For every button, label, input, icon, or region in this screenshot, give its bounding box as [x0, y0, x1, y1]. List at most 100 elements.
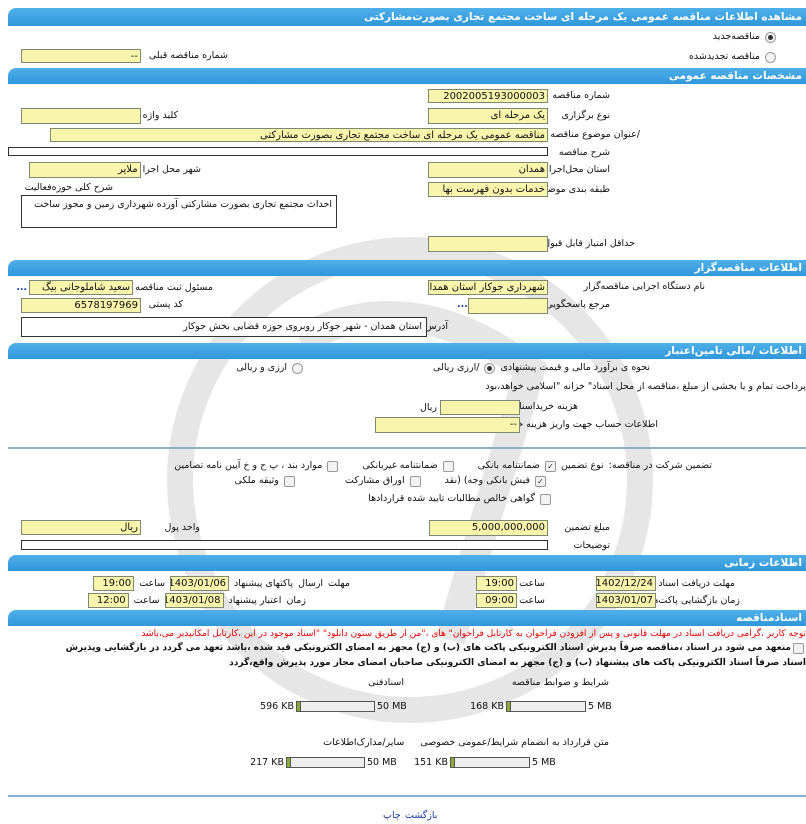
title-field[interactable]: مناقصه عمومی یک مرحله ای ساخت مجتمع تجار… — [50, 128, 548, 142]
doc-fee-label: هزینه خریداسناد — [514, 401, 578, 412]
file-max-size: 50 MB — [377, 701, 407, 712]
file-size-fill — [287, 758, 291, 767]
section-organizer: اطلاعات مناقصه‌گزار — [8, 260, 806, 276]
validity-time[interactable]: 12:00 — [87, 593, 129, 608]
section-finance: اطلاعات /مالی تامین‌اعتبار — [8, 343, 806, 359]
guarantee-label: تضمین شرکت در مناقصه: — [608, 460, 712, 471]
file-size-fill — [451, 758, 455, 767]
city-field[interactable]: ملایر — [28, 162, 141, 178]
org-field[interactable]: شهرداری جوکار استان همدان — [428, 280, 548, 295]
opening-date[interactable]: 1403/01/07 — [596, 593, 656, 608]
opening-label: زمان بازگشایی پاکت‌ها — [650, 595, 740, 606]
checkbox-bank-receipt[interactable]: ✓ — [535, 475, 546, 487]
time-label: ساعت — [519, 595, 545, 606]
file-size-fill — [507, 702, 511, 711]
doc-fee-field[interactable] — [440, 400, 520, 415]
validity-row: زمان اعتبار پیشنهاد 1403/01/08 ساعت 12:0… — [87, 593, 306, 608]
file-size: 217 KB — [250, 757, 284, 768]
activity-field[interactable]: احداث مجتمع تجاری بصورت مشارکتی آورده شه… — [21, 195, 337, 228]
file-max-size: 5 MB — [588, 701, 612, 712]
submit-date[interactable]: 1403/01/06 — [170, 576, 230, 591]
validity-date[interactable]: 1403/01/08 — [164, 593, 224, 608]
file-size: 151 KB — [414, 757, 448, 768]
checkbox-bank-guarantee[interactable]: ✓ — [544, 460, 556, 472]
description-field[interactable] — [8, 147, 548, 156]
currency-label: واحد پول — [164, 522, 200, 533]
opening-time[interactable]: 09:00 — [476, 593, 517, 608]
divider — [8, 447, 806, 449]
file-size-bar — [506, 701, 586, 712]
radio-new-tender[interactable] — [765, 32, 776, 43]
bank-receipt-label: فیش بانکی وجه) (نقد — [444, 475, 530, 486]
guarantee-row-3: گواهی خالص مطالبات تایید شده قراردادها — [368, 492, 551, 506]
radio-rial[interactable] — [484, 362, 496, 374]
file-size-fill — [297, 702, 301, 711]
keyword-field[interactable] — [21, 108, 141, 124]
estimate-row: نحوه ی برآورد مالی و قیمت پیشنهادی /ارزی… — [236, 361, 650, 375]
property-deed-label: وثیقه ملکی — [234, 475, 279, 486]
registrar-row: مسئول ثبت مناقصه سعید شاملوجانی بیگ ... — [16, 280, 213, 295]
ref-more-button[interactable]: ... — [457, 299, 468, 310]
doc-deadline-time[interactable]: 19:00 — [476, 576, 517, 591]
checkbox-property-deed[interactable] — [283, 475, 295, 487]
file-size-bar — [296, 701, 375, 712]
keyword-label: کلید واژه — [142, 110, 178, 121]
nonbank-guarantee-label: ضمانتنامه غیربانکی — [362, 460, 438, 471]
currency-field[interactable]: ریال — [21, 520, 141, 535]
postal-field[interactable]: 6578197969 — [21, 298, 141, 313]
submit-label-deadline: مهلت — [328, 577, 350, 589]
amount-field[interactable]: 5,000,000,000 — [429, 520, 548, 536]
activity-label: شرح کلی حوزه‌فعالیت — [24, 182, 113, 193]
file-size-bar — [286, 757, 365, 768]
checkbox-bonds[interactable] — [409, 475, 421, 487]
checkbox-claims-certificate[interactable] — [540, 493, 551, 505]
file-technical-label: اسنادفنی — [368, 677, 404, 688]
validity-label: اعتبار پیشنهاد — [228, 594, 282, 606]
prev-number-field[interactable]: -- — [21, 49, 141, 63]
file-terms-label: شرایط و ضوابط مناقصه — [511, 677, 609, 688]
province-label: استان محل‌اجرا — [548, 164, 610, 175]
account-field[interactable]: -- — [375, 417, 520, 433]
print-link[interactable]: چاپ — [383, 810, 401, 821]
payment-note: پرداخت تمام و یا بخشی از مبلغ ،مناقصه از… — [485, 381, 806, 392]
documents-warning: توجه کاربر ،گرامی دریافت اسناد در مهلت ق… — [141, 629, 806, 639]
province-field[interactable]: همدان — [428, 162, 548, 178]
bank-guarantee-label: ضمانتنامه بانکی — [477, 460, 540, 471]
description-label: شرح مناقصه — [558, 147, 610, 158]
address-field[interactable]: استان همدان - شهر جوکار روبروی حوزه قضای… — [21, 317, 427, 337]
registrar-more-button[interactable]: ... — [16, 281, 28, 293]
tender-number-field[interactable]: 2002005193000003 — [428, 89, 548, 103]
file-max-size: 5 MB — [532, 757, 556, 768]
notes-field[interactable] — [21, 540, 548, 550]
radio-renewed-tender[interactable] — [765, 52, 776, 63]
radio-mixed[interactable] — [292, 362, 304, 374]
guarantee-row-1: تضمین شرکت در مناقصه: نوع تضمین ✓ ضمانتن… — [174, 459, 712, 473]
prev-number-label: شماره مناقصه قبلی — [148, 50, 228, 61]
min-score-field[interactable] — [428, 236, 548, 252]
validity-label-time: زمان — [286, 594, 306, 606]
commitment-checkbox[interactable] — [793, 643, 804, 654]
holding-type-field[interactable]: یک مرحله ای — [428, 108, 548, 124]
time-label: ساعت — [519, 578, 545, 589]
checkbox-regulation-items[interactable] — [327, 460, 339, 472]
city-row: شهر محل اجرا ملایر — [28, 162, 201, 178]
new-tender-label: مناقصه‌جدید — [712, 31, 760, 42]
back-link[interactable]: بازگشت — [405, 810, 438, 821]
registrar-field[interactable]: سعید شاملوجانی بیگ — [29, 280, 134, 295]
doc-deadline-label: مهلت دریافت اسناد — [658, 578, 735, 589]
submit-time[interactable]: 19:00 — [93, 576, 135, 591]
section-documents: اسنادمناقصه — [8, 610, 806, 626]
doc-fee-unit: ریال — [419, 402, 437, 413]
commitment-line-1: متعهد می شود در اسناد ،مناقصه صرفاً پذیر… — [65, 643, 791, 653]
doc-deadline-date[interactable]: 1402/12/24 — [596, 576, 656, 591]
title-label: /عنوان موضوع مناقصه — [550, 129, 640, 140]
file-contract-label: متن قرارداد به انضمام شرایط/عمومی خصوصی — [420, 737, 609, 748]
ref-field[interactable] — [468, 298, 548, 314]
category-field[interactable]: خدمات بدون فهرست بها — [428, 182, 548, 197]
file-size-bar — [450, 757, 530, 768]
file-other-label: سایر/مدارک‌اطلاعات — [323, 737, 405, 748]
estimate-label: نحوه ی برآورد مالی و قیمت پیشنهادی — [500, 362, 650, 373]
checkbox-nonbank-guarantee[interactable] — [442, 460, 454, 472]
page-title: مشاهده اطلاعات مناقصه عمومی یک مرحله ای … — [8, 8, 806, 26]
tender-number-label: شماره مناقصه — [552, 90, 610, 101]
